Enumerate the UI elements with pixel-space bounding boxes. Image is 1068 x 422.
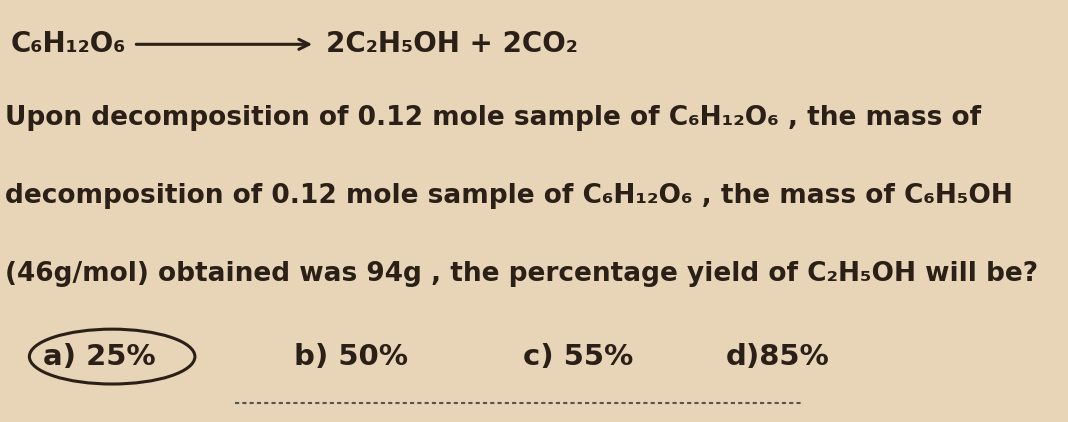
Text: b) 50%: b) 50% (294, 343, 408, 371)
Text: Upon decomposition of 0.12 mole sample of C₆H₁₂O₆ , the mass of: Upon decomposition of 0.12 mole sample o… (5, 105, 981, 131)
Text: d)85%: d)85% (726, 343, 830, 371)
Text: (46g/mol) obtained was 94g , the percentage yield of C₂H₅OH will be?: (46g/mol) obtained was 94g , the percent… (5, 261, 1038, 287)
Text: c) 55%: c) 55% (523, 343, 633, 371)
Text: a) 25%: a) 25% (43, 343, 155, 371)
Text: C₆H₁₂O₆: C₆H₁₂O₆ (11, 30, 126, 58)
Text: decomposition of 0.12 mole sample of C₆H₁₂O₆ , the mass of C₆H₅OH: decomposition of 0.12 mole sample of C₆H… (5, 183, 1014, 209)
Text: 2C₂H₅OH + 2CO₂: 2C₂H₅OH + 2CO₂ (326, 30, 578, 58)
